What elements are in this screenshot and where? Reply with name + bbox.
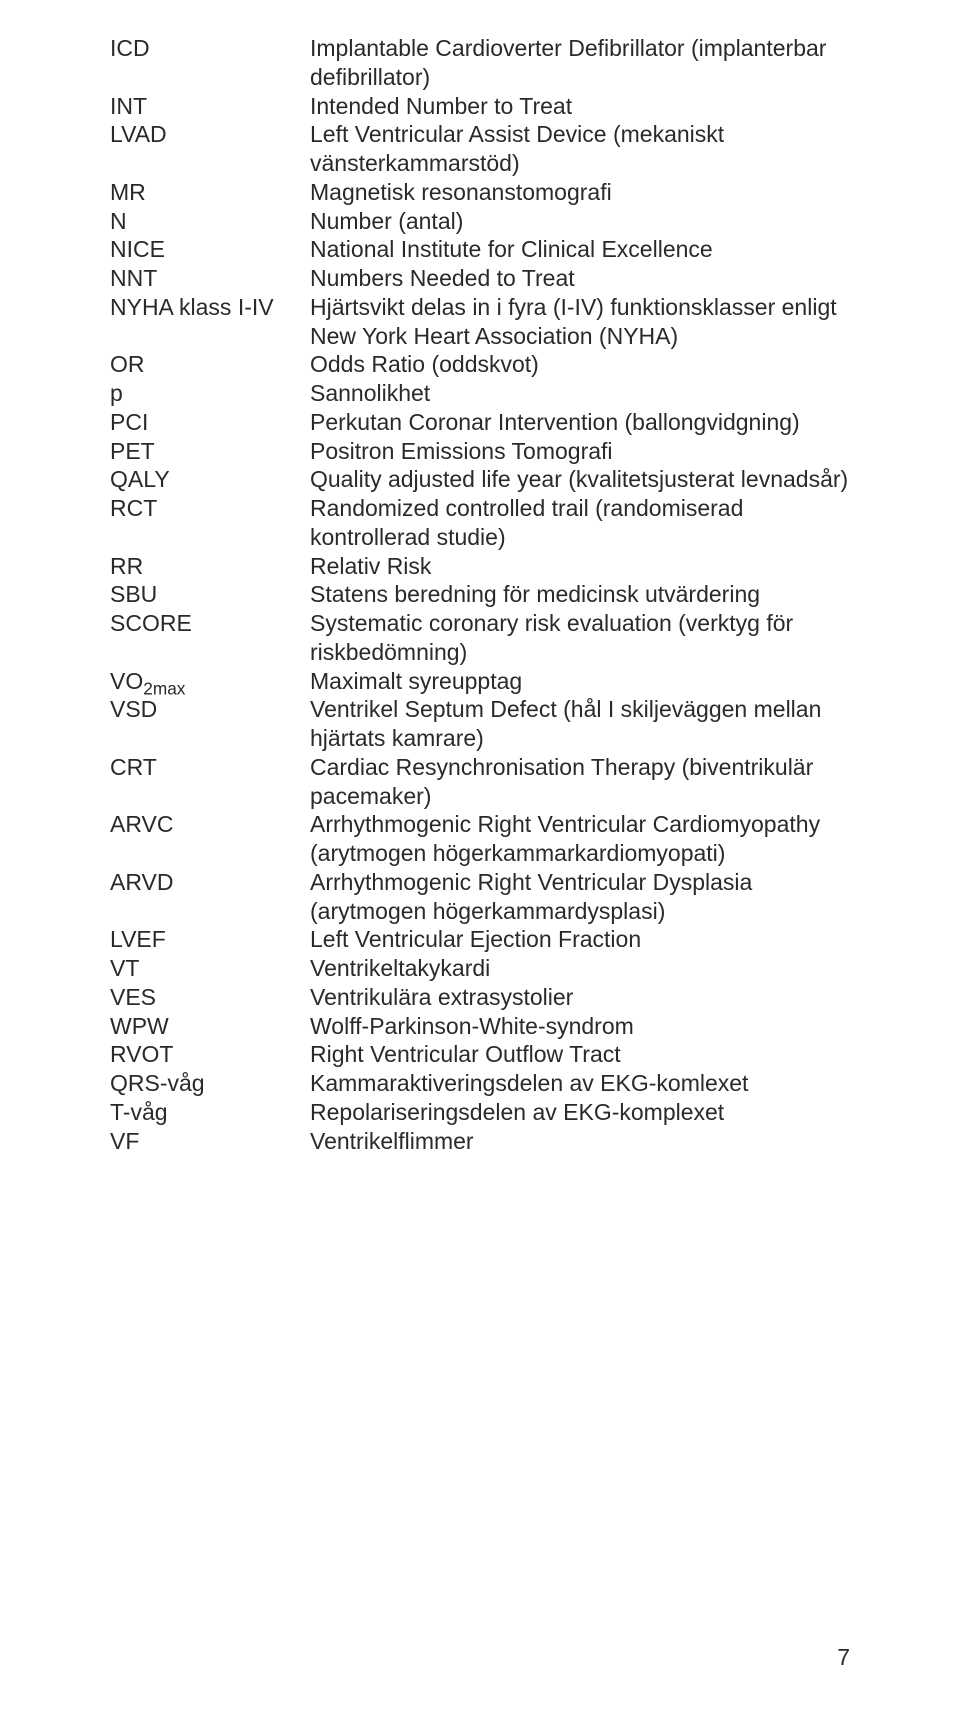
definition-cell: Odds Ratio (oddskvot) [310,350,850,379]
table-row: VO2maxMaximalt syreupptag [110,667,850,696]
abbreviation-cell: N [110,207,310,236]
definition-cell: Randomized controlled trail (randomisera… [310,494,850,552]
table-row: MRMagnetisk resonanstomografi [110,178,850,207]
definition-cell: Relativ Risk [310,552,850,581]
table-row: NICENational Institute for Clinical Exce… [110,235,850,264]
definition-cell: Ventrikulära extrasystolier [310,983,850,1012]
abbreviation-cell: RR [110,552,310,581]
page-number: 7 [837,1644,850,1671]
table-row: WPWWolff-Parkinson-White-syndrom [110,1012,850,1041]
table-row: RCTRandomized controlled trail (randomis… [110,494,850,552]
table-row: T-vågRepolariseringsdelen av EKG-komplex… [110,1098,850,1127]
abbreviation-cell: ARVC [110,810,310,868]
abbreviation-cell: RCT [110,494,310,552]
abbreviation-cell: VT [110,954,310,983]
table-row: VFVentrikelflimmer [110,1127,850,1156]
definition-cell: Ventrikeltakykardi [310,954,850,983]
table-row: SBUStatens beredning för medicinsk utvär… [110,580,850,609]
table-row: PETPositron Emissions Tomografi [110,437,850,466]
definition-cell: Wolff-Parkinson-White-syndrom [310,1012,850,1041]
table-row: NYHA klass I-IVHjärtsvikt delas in i fyr… [110,293,850,351]
table-row: NNTNumbers Needed to Treat [110,264,850,293]
abbreviation-cell: T-våg [110,1098,310,1127]
abbreviation-cell: PET [110,437,310,466]
definition-cell: Hjärtsvikt delas in i fyra (I-IV) funkti… [310,293,850,351]
abbreviation-cell: VO2max [110,667,310,696]
definition-cell: Left Ventricular Ejection Fraction [310,925,850,954]
table-row: pSannolikhet [110,379,850,408]
abbreviation-cell: ARVD [110,868,310,926]
abbreviation-cell: QRS-våg [110,1069,310,1098]
definition-cell: Repolariseringsdelen av EKG-komplexet [310,1098,850,1127]
table-row: OROdds Ratio (oddskvot) [110,350,850,379]
definition-cell: Ventrikelflimmer [310,1127,850,1156]
definition-cell: Magnetisk resonanstomografi [310,178,850,207]
definition-cell: Implantable Cardioverter Defibrillator (… [310,34,850,92]
abbreviation-cell: NNT [110,264,310,293]
table-row: VTVentrikeltakykardi [110,954,850,983]
table-row: ARVDArrhythmogenic Right Ventricular Dys… [110,868,850,926]
abbreviation-table: ICDImplantable Cardioverter Defibrillato… [110,34,850,1155]
abbreviation-cell: NICE [110,235,310,264]
definition-cell: Ventrikel Septum Defect (hål I skiljeväg… [310,695,850,753]
table-row: VESVentrikulära extrasystolier [110,983,850,1012]
definition-cell: Systematic coronary risk evaluation (ver… [310,609,850,667]
abbreviation-cell: VES [110,983,310,1012]
table-row: QALYQuality adjusted life year (kvalitet… [110,465,850,494]
definition-cell: Sannolikhet [310,379,850,408]
abbreviation-cell: p [110,379,310,408]
definition-cell: Quality adjusted life year (kvalitetsjus… [310,465,850,494]
table-row: LVADLeft Ventricular Assist Device (meka… [110,120,850,178]
abbreviation-cell: OR [110,350,310,379]
definition-cell: Arrhythmogenic Right Ventricular Cardiom… [310,810,850,868]
abbreviation-cell: QALY [110,465,310,494]
abbreviation-cell: INT [110,92,310,121]
definition-cell: Numbers Needed to Treat [310,264,850,293]
definition-cell: Maximalt syreupptag [310,667,850,696]
table-row: INTIntended Number to Treat [110,92,850,121]
definition-cell: Perkutan Coronar Intervention (ballongvi… [310,408,850,437]
abbreviation-cell: CRT [110,753,310,811]
definition-cell: Kammaraktiveringsdelen av EKG-komlexet [310,1069,850,1098]
abbreviation-cell: WPW [110,1012,310,1041]
definition-cell: Left Ventricular Assist Device (mekanisk… [310,120,850,178]
table-row: ICDImplantable Cardioverter Defibrillato… [110,34,850,92]
table-row: PCIPerkutan Coronar Intervention (ballon… [110,408,850,437]
definition-cell: National Institute for Clinical Excellen… [310,235,850,264]
abbreviation-cell: VSD [110,695,310,753]
table-row: SCORESystematic coronary risk evaluation… [110,609,850,667]
abbreviation-cell: VF [110,1127,310,1156]
definition-cell: Positron Emissions Tomografi [310,437,850,466]
abbreviation-cell: LVEF [110,925,310,954]
definition-cell: Right Ventricular Outflow Tract [310,1040,850,1069]
definition-cell: Intended Number to Treat [310,92,850,121]
abbreviation-cell: LVAD [110,120,310,178]
table-row: QRS-vågKammaraktiveringsdelen av EKG-kom… [110,1069,850,1098]
definition-cell: Statens beredning för medicinsk utvärder… [310,580,850,609]
abbreviation-cell: NYHA klass I-IV [110,293,310,351]
table-row: ARVCArrhythmogenic Right Ventricular Car… [110,810,850,868]
definition-cell: Cardiac Resynchronisation Therapy (biven… [310,753,850,811]
abbreviation-cell: SCORE [110,609,310,667]
abbreviation-cell: SBU [110,580,310,609]
table-row: LVEFLeft Ventricular Ejection Fraction [110,925,850,954]
abbreviation-cell: RVOT [110,1040,310,1069]
document-page: ICDImplantable Cardioverter Defibrillato… [0,0,960,1713]
table-row: VSDVentrikel Septum Defect (hål I skilje… [110,695,850,753]
abbreviation-cell: MR [110,178,310,207]
table-row: RRRelativ Risk [110,552,850,581]
abbreviation-cell: PCI [110,408,310,437]
table-row: CRTCardiac Resynchronisation Therapy (bi… [110,753,850,811]
abbreviation-cell: ICD [110,34,310,92]
definition-cell: Arrhythmogenic Right Ventricular Dysplas… [310,868,850,926]
table-row: NNumber (antal) [110,207,850,236]
definition-cell: Number (antal) [310,207,850,236]
table-row: RVOTRight Ventricular Outflow Tract [110,1040,850,1069]
